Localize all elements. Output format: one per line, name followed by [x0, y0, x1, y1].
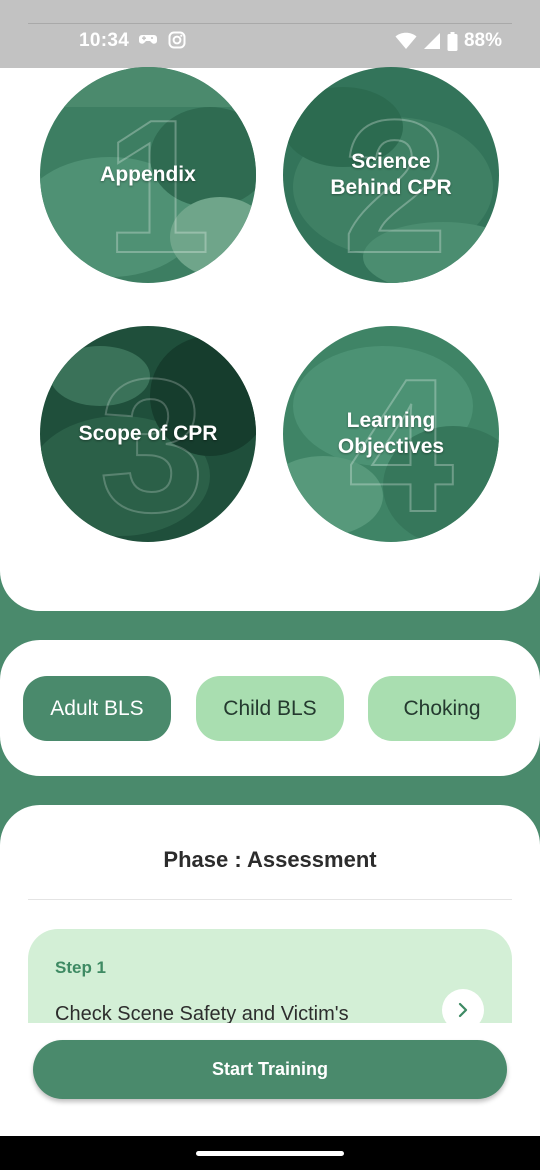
- phase-title: Phase : Assessment: [163, 847, 377, 872]
- topic-learning-objectives[interactable]: 4 Learning Objectives: [283, 326, 499, 542]
- signal-icon: [423, 32, 441, 50]
- topic-label: Learning Objectives: [337, 409, 445, 458]
- system-icons: 88%: [395, 30, 502, 52]
- topic-label: Scope of CPR: [78, 422, 218, 445]
- topic-label: Science Behind CPR: [330, 150, 452, 199]
- status-divider: [28, 23, 512, 24]
- svg-text:4: 4: [348, 340, 454, 542]
- status-time: 10:34: [79, 30, 130, 51]
- topic-number-1: 1: [104, 80, 212, 283]
- phase-panel: Phase : Assessment Step 1 Check Scene Sa…: [0, 805, 540, 1170]
- chip-child-bls[interactable]: Child BLS: [196, 676, 344, 741]
- chevron-right-icon: [458, 1002, 468, 1018]
- phase-divider: [28, 899, 512, 900]
- topic-number-4: 4: [347, 339, 455, 542]
- home-gesture-handle[interactable]: [196, 1151, 344, 1156]
- step-label: Step 1: [55, 958, 107, 977]
- battery-percent: 88%: [463, 30, 502, 51]
- topic-number-3: 3: [98, 339, 206, 542]
- wifi-icon: [395, 32, 417, 50]
- topic-number-2: 2: [341, 80, 449, 283]
- status-bar: 10:34 88%: [0, 0, 540, 68]
- svg-text:3: 3: [99, 340, 205, 542]
- topic-appendix[interactable]: 1 Appendix: [40, 67, 256, 283]
- topic-label: Appendix: [100, 163, 196, 186]
- topic-scope-of-cpr[interactable]: 3 Scope of CPR: [40, 326, 256, 542]
- game-controller-icon: [138, 31, 158, 49]
- svg-text:2: 2: [342, 81, 448, 283]
- topic-photo-1: [40, 67, 256, 283]
- topic-science-behind-cpr[interactable]: 2 Science Behind CPR: [283, 67, 499, 283]
- start-training-button[interactable]: Start Training: [33, 1040, 507, 1099]
- step-text: Check Scene Safety and Victim's: [55, 1003, 349, 1025]
- chip-adult-bls[interactable]: Adult BLS: [23, 676, 171, 741]
- notification-icons: [138, 31, 186, 49]
- instagram-icon: [168, 31, 186, 49]
- topics-panel: 1 Appendix 2 Science Behind CPR 3 Scope …: [0, 67, 540, 611]
- chip-choking[interactable]: Choking: [368, 676, 516, 741]
- battery-icon: [447, 31, 458, 51]
- topic-photo-4: [283, 326, 499, 542]
- topic-photo-2: [283, 67, 499, 283]
- navigation-bar: [0, 1136, 540, 1170]
- svg-text:1: 1: [105, 81, 211, 283]
- category-selector: Adult BLS Child BLS Choking: [0, 640, 540, 776]
- topic-photo-3: [40, 326, 256, 542]
